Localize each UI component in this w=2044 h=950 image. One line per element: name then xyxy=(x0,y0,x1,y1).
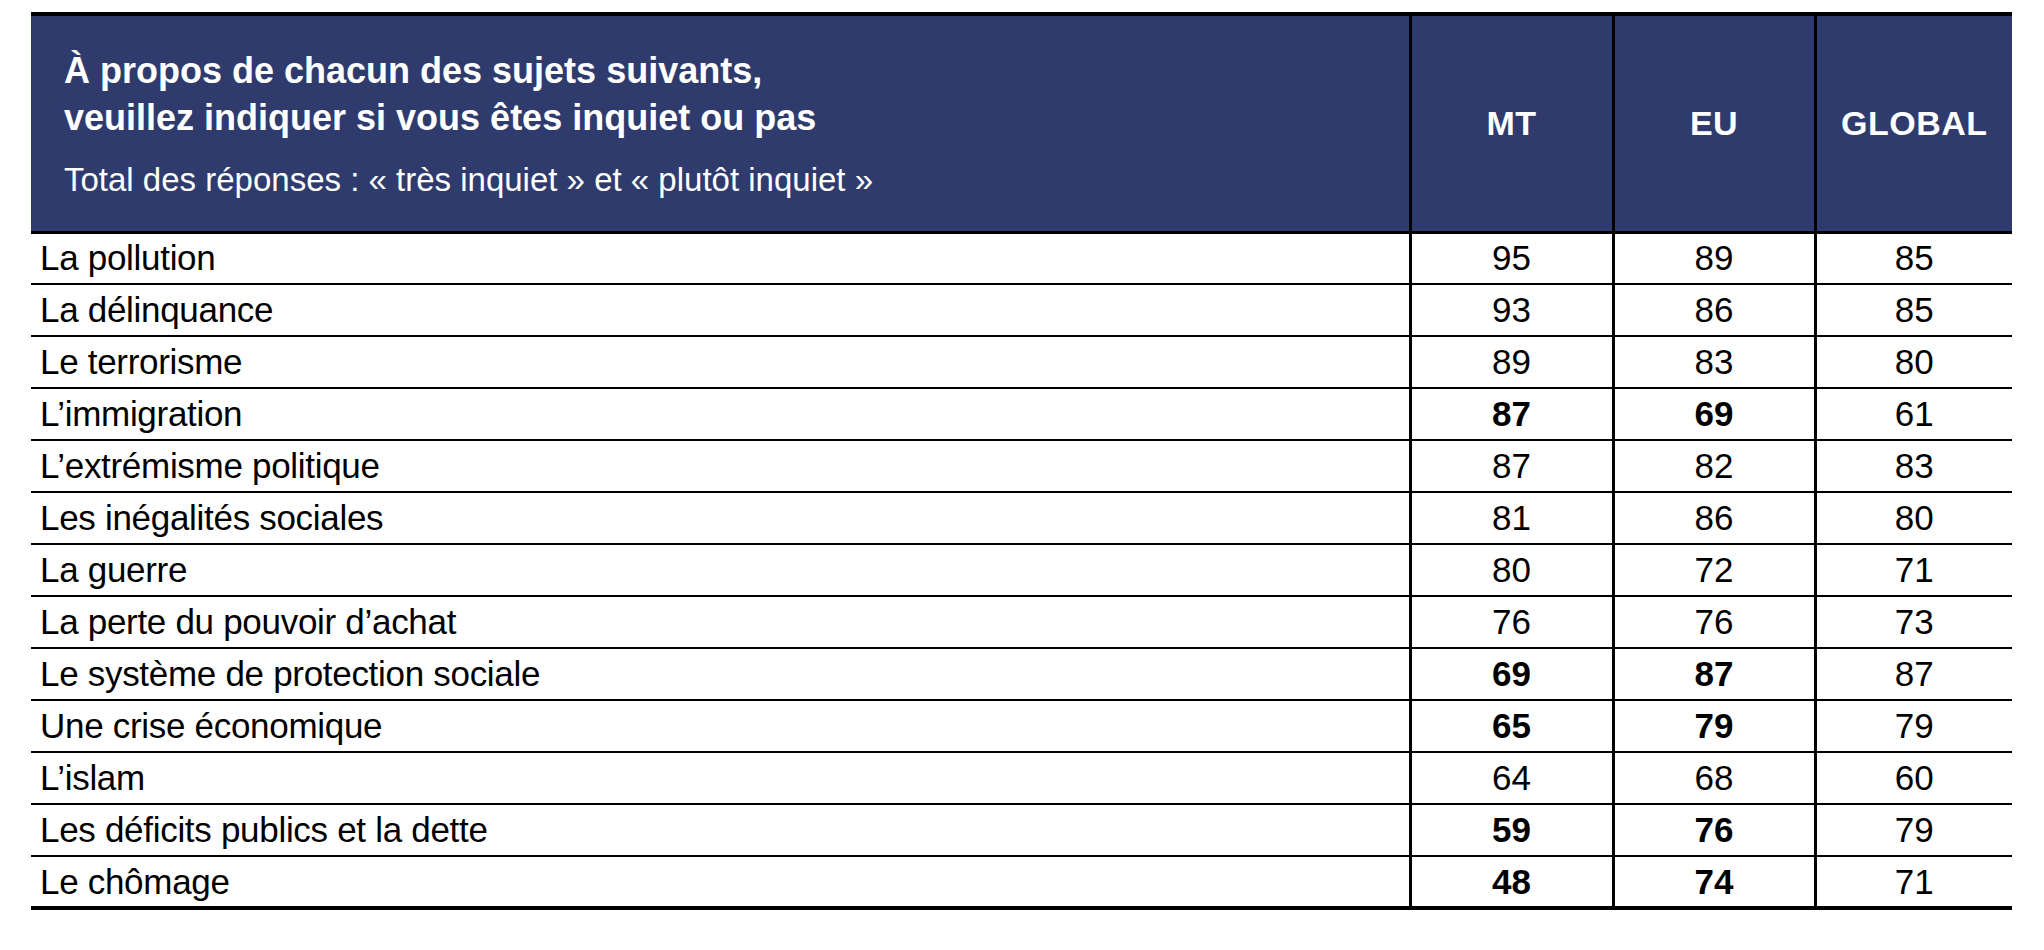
value-mt: 69 xyxy=(1410,648,1613,700)
table-row: La perte du pouvoir d’achat 76 76 73 xyxy=(31,596,2012,648)
value-mt: 87 xyxy=(1410,440,1613,492)
table-row: Les inégalités sociales 81 86 80 xyxy=(31,492,2012,544)
table-row: L’extrémisme politique 87 82 83 xyxy=(31,440,2012,492)
row-label: La pollution xyxy=(31,232,1410,284)
row-label: Le chômage xyxy=(31,856,1410,908)
value-mt: 93 xyxy=(1410,284,1613,336)
row-label: La délinquance xyxy=(31,284,1410,336)
value-eu: 69 xyxy=(1613,388,1815,440)
value-global: 85 xyxy=(1815,284,2012,336)
survey-results-table: À propos de chacun des sujets suivants, … xyxy=(31,12,2012,910)
row-label: La guerre xyxy=(31,544,1410,596)
value-mt: 89 xyxy=(1410,336,1613,388)
value-eu: 82 xyxy=(1613,440,1815,492)
value-global: 60 xyxy=(1815,752,2012,804)
row-label: Une crise économique xyxy=(31,700,1410,752)
row-label: Les déficits publics et la dette xyxy=(31,804,1410,856)
column-header-eu: EU xyxy=(1613,14,1815,232)
value-eu: 76 xyxy=(1613,596,1815,648)
value-eu: 72 xyxy=(1613,544,1815,596)
row-label: L’extrémisme politique xyxy=(31,440,1410,492)
value-eu: 86 xyxy=(1613,284,1815,336)
value-eu: 89 xyxy=(1613,232,1815,284)
header-row: À propos de chacun des sujets suivants, … xyxy=(31,14,2012,232)
value-mt: 64 xyxy=(1410,752,1613,804)
row-label: La perte du pouvoir d’achat xyxy=(31,596,1410,648)
worries-table: À propos de chacun des sujets suivants, … xyxy=(31,12,2012,910)
table-row: Le chômage 48 74 71 xyxy=(31,856,2012,908)
value-global: 71 xyxy=(1815,544,2012,596)
table-row: Les déficits publics et la dette 59 76 7… xyxy=(31,804,2012,856)
value-eu: 86 xyxy=(1613,492,1815,544)
value-mt: 65 xyxy=(1410,700,1613,752)
value-mt: 81 xyxy=(1410,492,1613,544)
table-row: Le système de protection sociale 69 87 8… xyxy=(31,648,2012,700)
question-subtitle: Total des réponses : « très inquiet » et… xyxy=(64,160,1389,200)
value-global: 85 xyxy=(1815,232,2012,284)
question-cell: À propos de chacun des sujets suivants, … xyxy=(31,14,1410,232)
row-label: Le terrorisme xyxy=(31,336,1410,388)
table-body: La pollution 95 89 85 La délinquance 93 … xyxy=(31,232,2012,908)
table-row: L’islam 64 68 60 xyxy=(31,752,2012,804)
value-global: 61 xyxy=(1815,388,2012,440)
table-row: Le terrorisme 89 83 80 xyxy=(31,336,2012,388)
value-eu: 83 xyxy=(1613,336,1815,388)
value-eu: 87 xyxy=(1613,648,1815,700)
value-global: 79 xyxy=(1815,804,2012,856)
table-row: La guerre 80 72 71 xyxy=(31,544,2012,596)
question-line-2: veuillez indiquer si vous êtes inquiet o… xyxy=(64,94,1389,142)
value-mt: 76 xyxy=(1410,596,1613,648)
row-label: Le système de protection sociale xyxy=(31,648,1410,700)
column-header-global: GLOBAL xyxy=(1815,14,2012,232)
column-header-mt: MT xyxy=(1410,14,1613,232)
value-mt: 59 xyxy=(1410,804,1613,856)
value-global: 80 xyxy=(1815,336,2012,388)
value-mt: 87 xyxy=(1410,388,1613,440)
value-global: 87 xyxy=(1815,648,2012,700)
value-mt: 95 xyxy=(1410,232,1613,284)
value-eu: 79 xyxy=(1613,700,1815,752)
table-header: À propos de chacun des sujets suivants, … xyxy=(31,14,2012,232)
table-row: La pollution 95 89 85 xyxy=(31,232,2012,284)
table-row: L’immigration 87 69 61 xyxy=(31,388,2012,440)
value-mt: 48 xyxy=(1410,856,1613,908)
value-eu: 74 xyxy=(1613,856,1815,908)
value-global: 80 xyxy=(1815,492,2012,544)
value-global: 73 xyxy=(1815,596,2012,648)
row-label: Les inégalités sociales xyxy=(31,492,1410,544)
question-line-1: À propos de chacun des sujets suivants, xyxy=(64,47,1389,95)
value-mt: 80 xyxy=(1410,544,1613,596)
row-label: L’islam xyxy=(31,752,1410,804)
table-row: La délinquance 93 86 85 xyxy=(31,284,2012,336)
table-row: Une crise économique 65 79 79 xyxy=(31,700,2012,752)
value-global: 83 xyxy=(1815,440,2012,492)
value-eu: 68 xyxy=(1613,752,1815,804)
row-label: L’immigration xyxy=(31,388,1410,440)
value-global: 71 xyxy=(1815,856,2012,908)
value-eu: 76 xyxy=(1613,804,1815,856)
value-global: 79 xyxy=(1815,700,2012,752)
